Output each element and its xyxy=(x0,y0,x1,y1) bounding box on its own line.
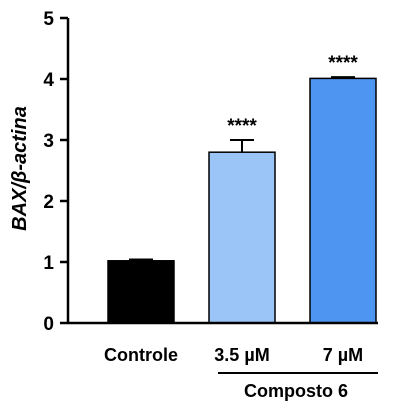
bar xyxy=(107,260,175,324)
group-label: Composto 6 xyxy=(244,381,348,401)
category-labels: Controle 3.5 µM 7 µM xyxy=(104,345,363,365)
significance-label: **** xyxy=(227,116,257,137)
significance-label: **** xyxy=(328,53,358,74)
category-label: 7 µM xyxy=(323,345,363,365)
y-tick-label: 4 xyxy=(43,70,54,91)
category-label: 3.5 µM xyxy=(214,345,269,365)
bar xyxy=(309,77,377,324)
y-tick-label: 1 xyxy=(43,253,54,274)
y-tick-label: 0 xyxy=(43,314,54,335)
bar xyxy=(208,151,276,324)
bars-group: **** **** xyxy=(107,53,377,324)
category-label: Controle xyxy=(104,345,178,365)
y-tick-label: 2 xyxy=(43,192,54,213)
y-axis-label: BAX/β-actina xyxy=(9,106,31,231)
y-axis: 0 1 2 3 4 5 xyxy=(43,9,70,335)
y-tick-label: 5 xyxy=(43,9,54,30)
y-tick-label: 3 xyxy=(43,131,54,152)
